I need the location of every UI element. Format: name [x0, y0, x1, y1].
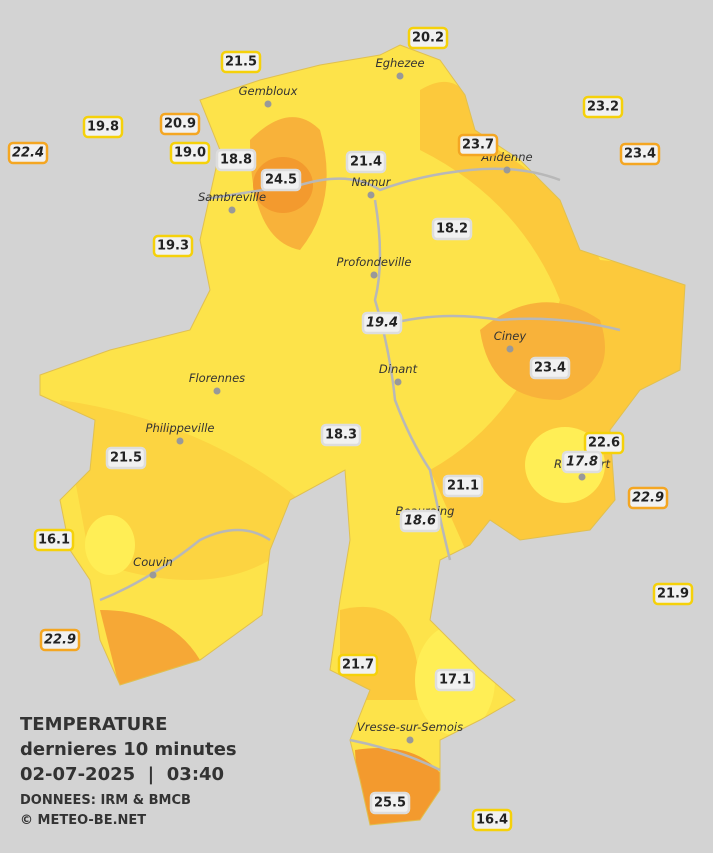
city-dot: [176, 437, 184, 445]
station-box: [169, 141, 211, 165]
copyright: © METEO-BE.NET: [20, 813, 146, 828]
city-label: Sambreville: [198, 190, 266, 204]
station-box: [457, 133, 499, 157]
station-box: [627, 486, 669, 510]
station-box: [434, 668, 476, 692]
station-box: [399, 509, 441, 533]
city-dot: [394, 378, 402, 386]
station-box: [431, 217, 473, 241]
city-label: Florennes: [189, 371, 245, 385]
city-label: Couvin: [133, 555, 173, 569]
station-value: 21.5: [225, 55, 257, 70]
city-dot: [503, 166, 511, 174]
station-value: 20.9: [164, 117, 196, 132]
legend: TEMPERATURE dernieres 10 minutes 02-07-2…: [20, 714, 237, 828]
city-label: Gembloux: [239, 84, 298, 98]
station-box: [220, 50, 262, 74]
station-box: [33, 528, 75, 552]
station-value: 17.8: [566, 455, 598, 470]
station-value: 23.2: [587, 100, 619, 115]
station-value: 22.4: [12, 146, 44, 161]
city-dot: [213, 387, 221, 395]
station-value: 19.3: [157, 239, 189, 254]
city-label: Vresse-sur-Semois: [357, 720, 463, 734]
station-box: [619, 142, 661, 166]
city-dot: [228, 206, 236, 214]
city-dot: [370, 271, 378, 279]
station-box: [260, 168, 302, 192]
rivers: [99, 167, 621, 772]
station-box: [407, 26, 449, 50]
subtitle: dernieres 10 minutes: [20, 739, 237, 760]
station-value: 16.1: [38, 533, 70, 548]
station-value: 21.4: [350, 155, 382, 170]
station-value: 25.5: [374, 796, 406, 811]
station-value: 21.1: [447, 479, 479, 494]
city-dot: [506, 345, 514, 353]
station-box: [215, 148, 257, 172]
station-value: 19.0: [174, 146, 206, 161]
station-box: [159, 112, 201, 136]
station-box: [582, 95, 624, 119]
city-dot: [264, 100, 272, 108]
station-box: [152, 234, 194, 258]
station-box: [82, 115, 124, 139]
station-box: [39, 628, 81, 652]
station-value: 23.7: [462, 138, 494, 153]
station-value: 18.8: [220, 153, 252, 168]
station-box: [337, 653, 379, 677]
city-label: Philippeville: [146, 421, 215, 435]
station-value: 19.8: [87, 120, 119, 135]
city-dot: [149, 571, 157, 579]
station-box: [652, 582, 694, 606]
station-box: [471, 808, 513, 832]
city-dot: [367, 191, 375, 199]
station-box: [105, 446, 147, 470]
station-box: [320, 423, 362, 447]
cities: EghezeeGemblouxAndenneNamurSambrevillePr…: [133, 56, 611, 744]
station-value: 21.5: [110, 451, 142, 466]
city-label: Dinant: [379, 362, 418, 376]
source: DONNEES: IRM & BMCB: [20, 793, 191, 808]
city-dot: [406, 736, 414, 744]
station-box: [561, 450, 603, 474]
station-value: 23.4: [624, 147, 656, 162]
city-dot: [578, 473, 586, 481]
station-box: [7, 141, 49, 165]
station-value: 18.3: [325, 428, 357, 443]
station-value: 20.2: [412, 31, 444, 46]
station-value: 22.9: [632, 491, 664, 506]
station-value: 24.5: [265, 173, 297, 188]
station-box: [361, 311, 403, 335]
station-value: 22.6: [588, 436, 620, 451]
title: TEMPERATURE: [20, 714, 167, 735]
datetime: 02-07-2025 | 03:40: [20, 764, 224, 785]
station-value: 21.9: [657, 587, 689, 602]
station-value: 23.4: [534, 361, 566, 376]
station-value: 18.2: [436, 222, 468, 237]
city-label: Ciney: [494, 329, 527, 343]
station-value: 22.9: [44, 633, 76, 648]
stations: 20.2 21.5 23.2 19.8 20.9 22.4 19.0 18.8 23.7 23.4…: [7, 26, 694, 832]
city-label: Namur: [352, 175, 392, 189]
city-dot: [396, 72, 404, 80]
station-value: 16.4: [476, 813, 508, 828]
city-label: Eghezee: [375, 56, 424, 70]
station-box: [529, 356, 571, 380]
station-value: 17.1: [439, 673, 471, 688]
station-box: [583, 431, 625, 455]
station-box: [345, 150, 387, 174]
station-box: [369, 791, 411, 815]
city-label: Profondeville: [337, 255, 412, 269]
station-value: 18.6: [404, 514, 436, 529]
station-box: [442, 474, 484, 498]
station-value: 21.7: [342, 658, 374, 673]
station-value: 19.4: [366, 316, 398, 331]
